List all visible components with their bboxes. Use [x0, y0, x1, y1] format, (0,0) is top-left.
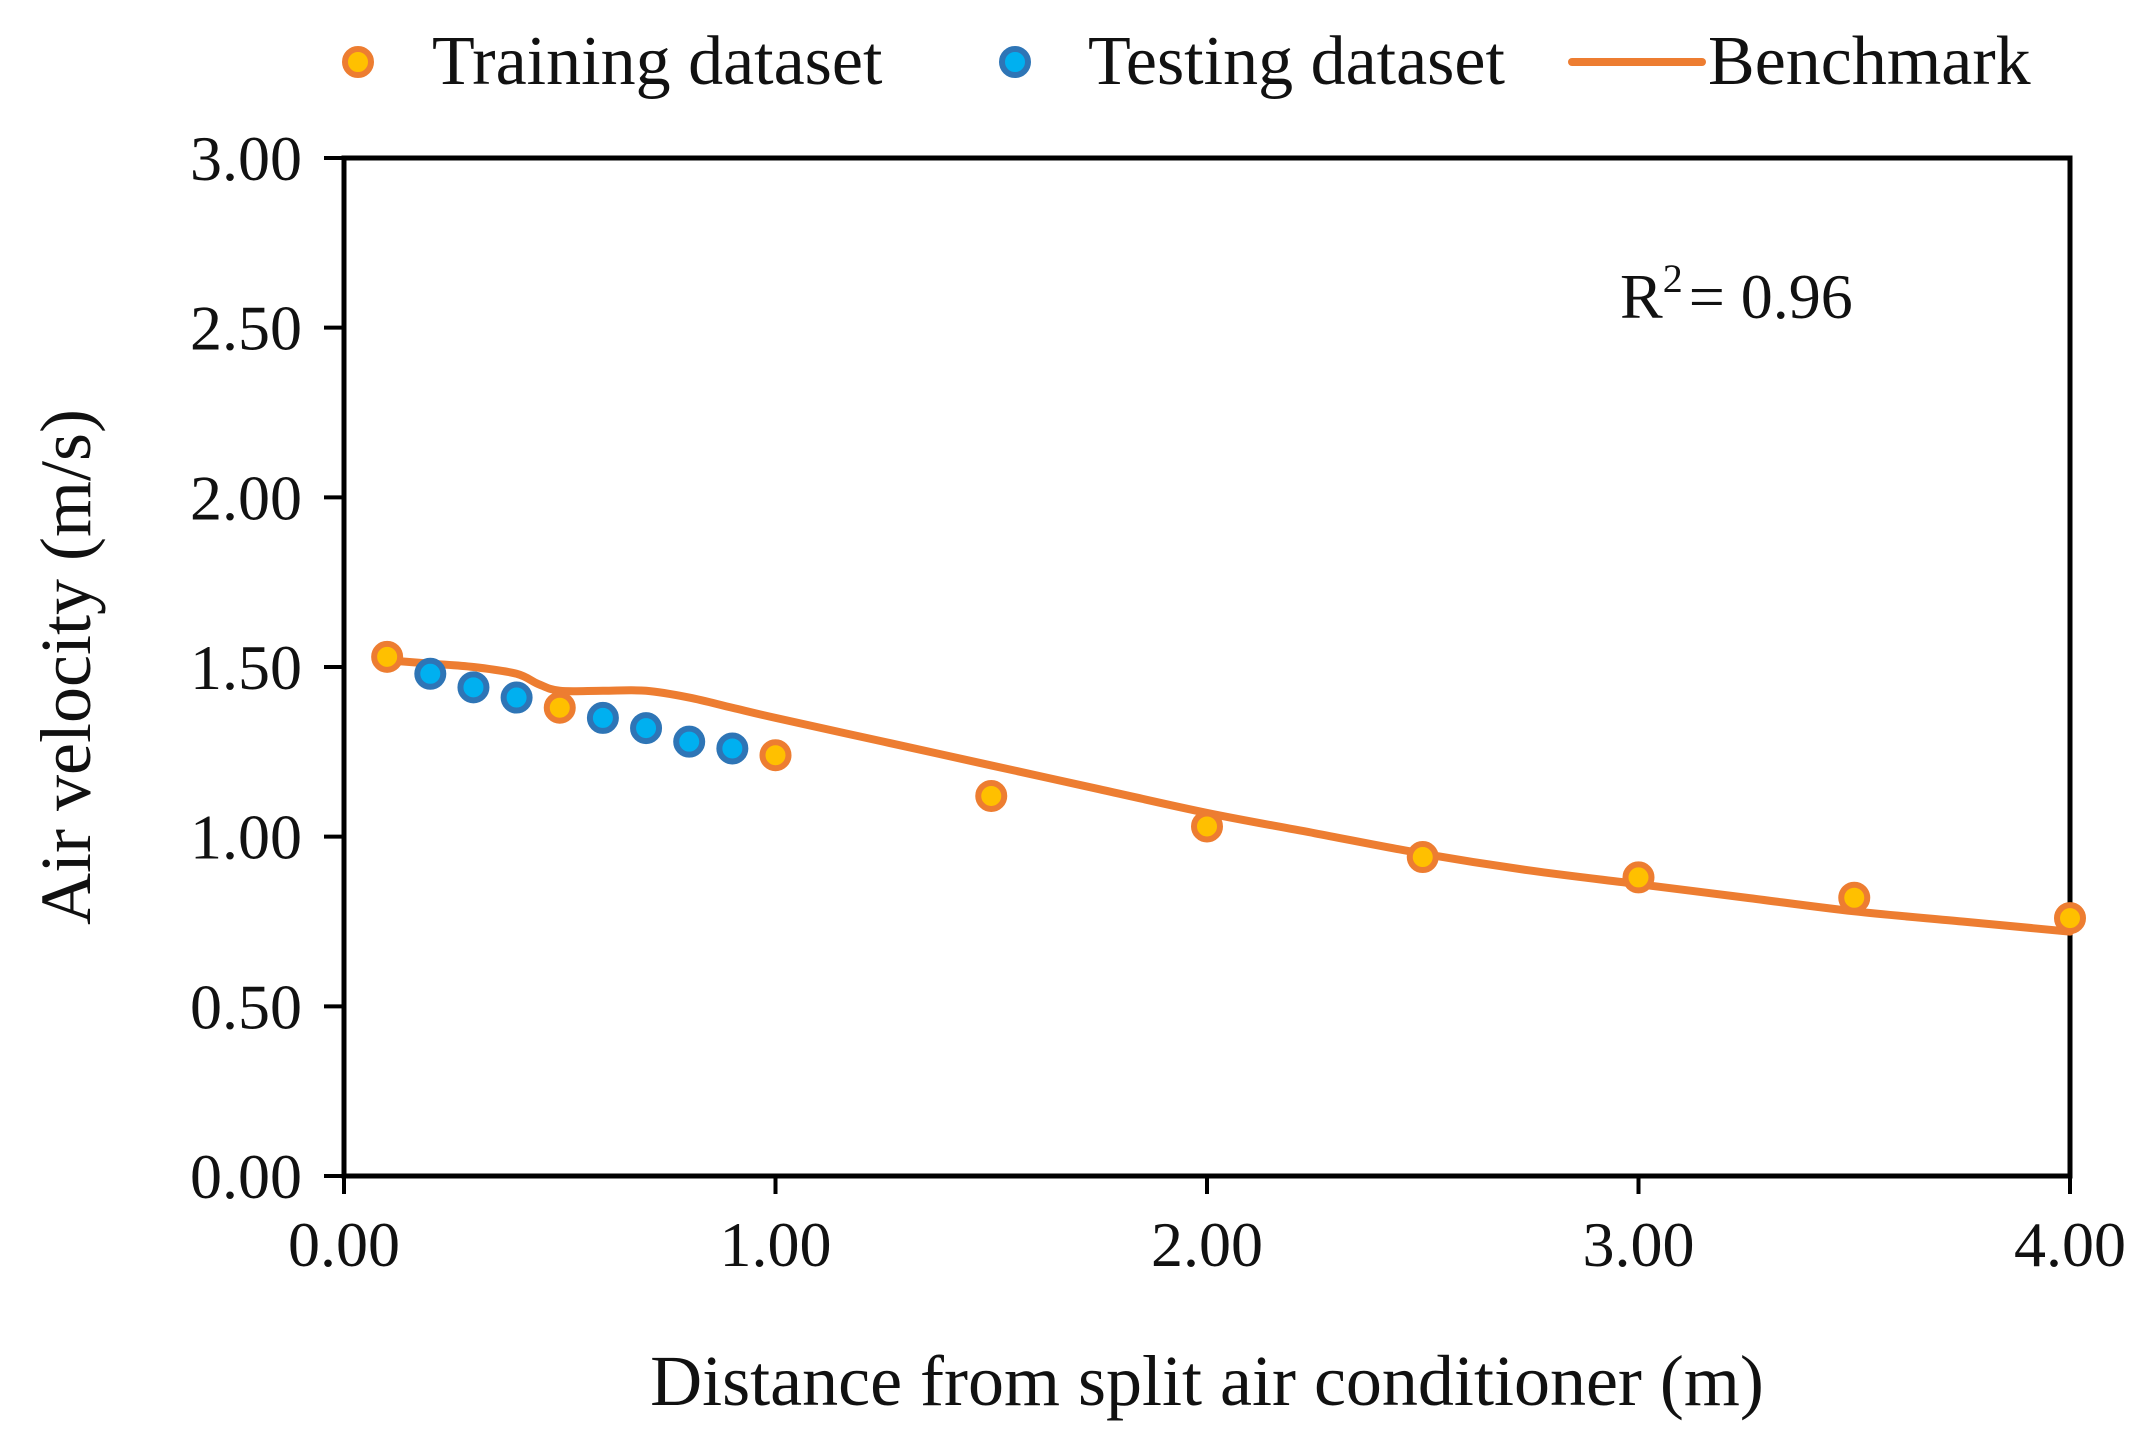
training-point	[1406, 841, 1439, 874]
y-tick-label: 1.00	[190, 802, 302, 873]
x-tick-label: 0.00	[288, 1209, 400, 1280]
testing-point	[586, 701, 619, 734]
data-series	[371, 640, 2086, 936]
x-tick-label: 2.00	[1151, 1209, 1263, 1280]
y-tick-label: 2.00	[190, 462, 302, 533]
training-point	[975, 779, 1008, 812]
legend-training-label: Training dataset	[432, 23, 883, 100]
y-tick-label: 0.00	[190, 1141, 302, 1212]
x-tick-label: 3.00	[1583, 1209, 1695, 1280]
y-axis-title: Air velocity (m/s)	[26, 409, 106, 925]
x-axis-title: Distance from split air conditioner (m)	[650, 1341, 1764, 1421]
y-tick-label: 1.50	[190, 632, 302, 703]
testing-point	[716, 732, 749, 765]
legend-testing-marker	[999, 46, 1031, 78]
training-point	[1191, 810, 1223, 843]
y-tick-label: 2.50	[190, 293, 302, 364]
legend: Training dataset Testing dataset Benchma…	[342, 23, 2031, 100]
r-squared-superscript: 2	[1663, 256, 1683, 301]
testing-point	[414, 657, 447, 690]
testing-point	[500, 681, 533, 714]
y-tick-label: 0.50	[190, 971, 302, 1042]
benchmark-line	[383, 656, 2074, 936]
legend-training-marker	[342, 46, 374, 78]
legend-benchmark-label: Benchmark	[1708, 23, 2031, 100]
testing-point	[457, 671, 490, 704]
testing-point	[673, 725, 706, 758]
x-tick-label: 1.00	[720, 1209, 832, 1280]
axis-ticks: 0.00 0.50 1.00 1.50 2.00 2.50 3.00 0.00 1.00 2.00…	[190, 123, 2126, 1280]
testing-point	[630, 712, 663, 745]
x-tick-label: 4.00	[2014, 1209, 2126, 1280]
y-tick-label: 3.00	[190, 123, 302, 194]
r-squared-prefix: R	[1620, 261, 1663, 332]
legend-testing-label: Testing dataset	[1088, 23, 1505, 100]
training-point	[1838, 881, 1871, 914]
training-point	[759, 739, 792, 772]
training-point	[2054, 902, 2086, 935]
training-point	[543, 691, 576, 724]
r-squared-value: = 0.96	[1689, 261, 1853, 332]
training-point	[1622, 861, 1655, 894]
r-squared-annotation: R2= 0.96	[1620, 256, 1853, 332]
training-point	[371, 640, 404, 673]
